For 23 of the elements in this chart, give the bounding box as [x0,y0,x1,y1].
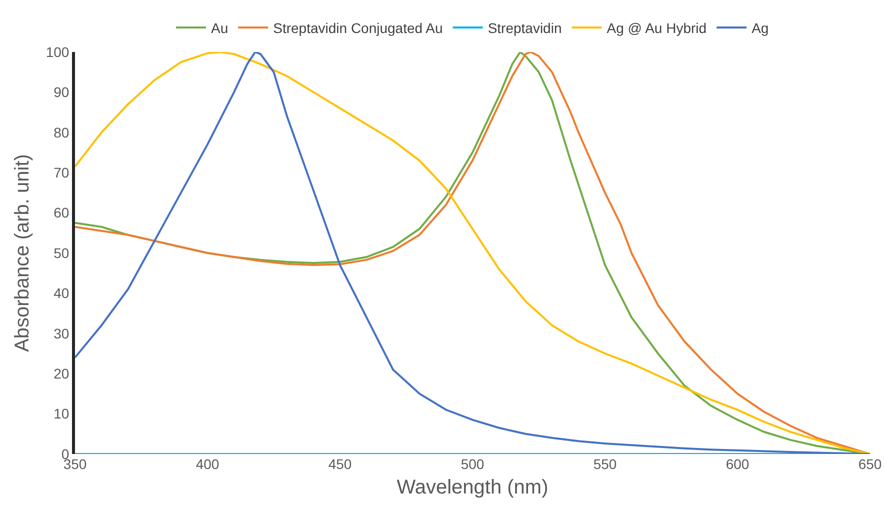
y-tick-label: 20 [54,366,70,382]
x-tick-label: 550 [593,456,617,472]
x-tick-label: 400 [196,456,220,472]
x-axis-title: Wavelength (nm) [396,476,548,498]
y-tick-label: 30 [54,325,70,342]
legend-label: Streptavidin Conjugated Au [273,20,443,36]
legend-label: Ag [752,20,769,36]
legend-label: Au [211,20,228,36]
y-tick-label: 70 [54,164,70,180]
y-tick-label: 40 [54,285,70,302]
legend-label: Ag @ Au Hybrid [606,20,707,36]
y-tick-label: 10 [54,406,70,422]
legend-label: Streptavidin [488,20,562,36]
x-tick-label: 500 [460,456,484,472]
y-tick-label: 90 [54,84,70,100]
y-tick-label: 80 [54,124,70,140]
x-tick-label: 450 [328,456,352,472]
x-tick-label: 600 [726,456,750,472]
y-axis-title: Absorbance (arb. unit) [11,154,34,352]
y-tick-label: 60 [54,204,70,221]
y-tick-label: 50 [54,244,70,261]
x-tick-label: 650 [858,456,882,472]
y-tick-label: 100 [46,44,70,60]
